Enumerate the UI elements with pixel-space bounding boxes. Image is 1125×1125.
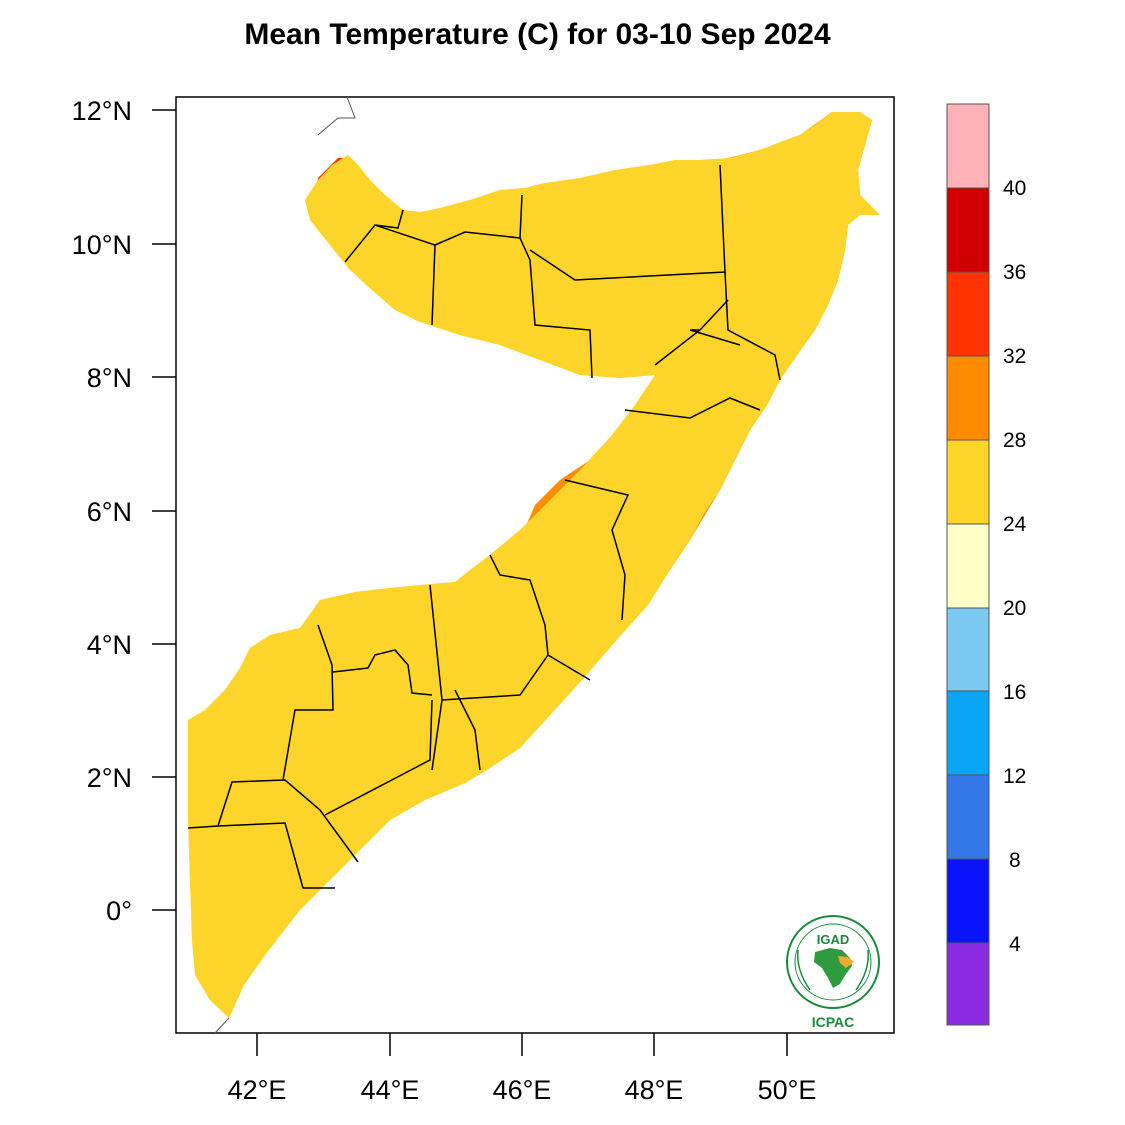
colorbar-bin-below-4 (946, 942, 990, 1026)
colorbar-label-36: 36 (1003, 261, 1026, 284)
colorbar-labels: 40 36 32 28 24 20 16 12 8 4 (1003, 177, 1027, 956)
colorbar-label-40: 40 (1003, 177, 1026, 200)
logo-inner-ring (794, 923, 872, 1001)
lat-label-12n: 12°N (72, 96, 132, 126)
lon-label-44e: 44°E (361, 1075, 420, 1105)
logo-igad-text: IGAD (817, 932, 850, 947)
plot-frame (175, 96, 895, 1034)
lon-label-46e: 46°E (493, 1075, 552, 1105)
colorbar-bin-28-32 (946, 355, 990, 441)
map-title: Mean Temperature (C) for 03-10 Sep 2024 (244, 18, 831, 51)
igad-icpac-logo: IGAD ICPAC (786, 915, 880, 1030)
colorbar (946, 103, 990, 1026)
lon-label-42e: 42°E (228, 1075, 287, 1105)
colorbar-label-12: 12 (1003, 765, 1026, 788)
colorbar-bin-4-8 (946, 858, 990, 944)
colorbar-bin-20-24 (946, 523, 990, 609)
colorbar-label-28: 28 (1003, 429, 1026, 452)
lat-label-2n: 2°N (87, 763, 132, 793)
colorbar-bin-32-36 (946, 271, 990, 357)
colorbar-label-20: 20 (1003, 597, 1026, 620)
colorbar-bin-36-40 (946, 187, 990, 273)
lat-label-10n: 10°N (72, 230, 132, 260)
lat-label-8n: 8°N (87, 363, 132, 393)
logo-icpac-text: ICPAC (812, 1014, 855, 1030)
colorbar-label-8: 8 (1009, 849, 1021, 872)
logo-laurel-left (797, 949, 869, 991)
colorbar-label-24: 24 (1003, 513, 1027, 536)
colorbar-label-4: 4 (1009, 933, 1021, 956)
colorbar-label-32: 32 (1003, 345, 1026, 368)
lat-label-4n: 4°N (87, 630, 132, 660)
lon-label-48e: 48°E (625, 1075, 684, 1105)
colorbar-bin-24-28 (946, 439, 990, 525)
colorbar-bin-40plus (946, 103, 990, 189)
lat-label-6n: 6°N (87, 497, 132, 527)
colorbar-bin-12-16 (946, 690, 990, 776)
colorbar-bin-16-20 (946, 607, 990, 692)
colorbar-bin-8-12 (946, 774, 990, 860)
region-borders (187, 164, 781, 889)
horn-region-icon (838, 956, 854, 968)
lon-label-50e: 50°E (758, 1075, 817, 1105)
neighbour-borders (214, 96, 356, 1034)
lat-ticks (152, 109, 176, 911)
lon-ticks (256, 1033, 788, 1056)
country-border (187, 111, 881, 1019)
colorbar-label-16: 16 (1003, 681, 1026, 704)
lat-label-0: 0° (106, 896, 132, 926)
